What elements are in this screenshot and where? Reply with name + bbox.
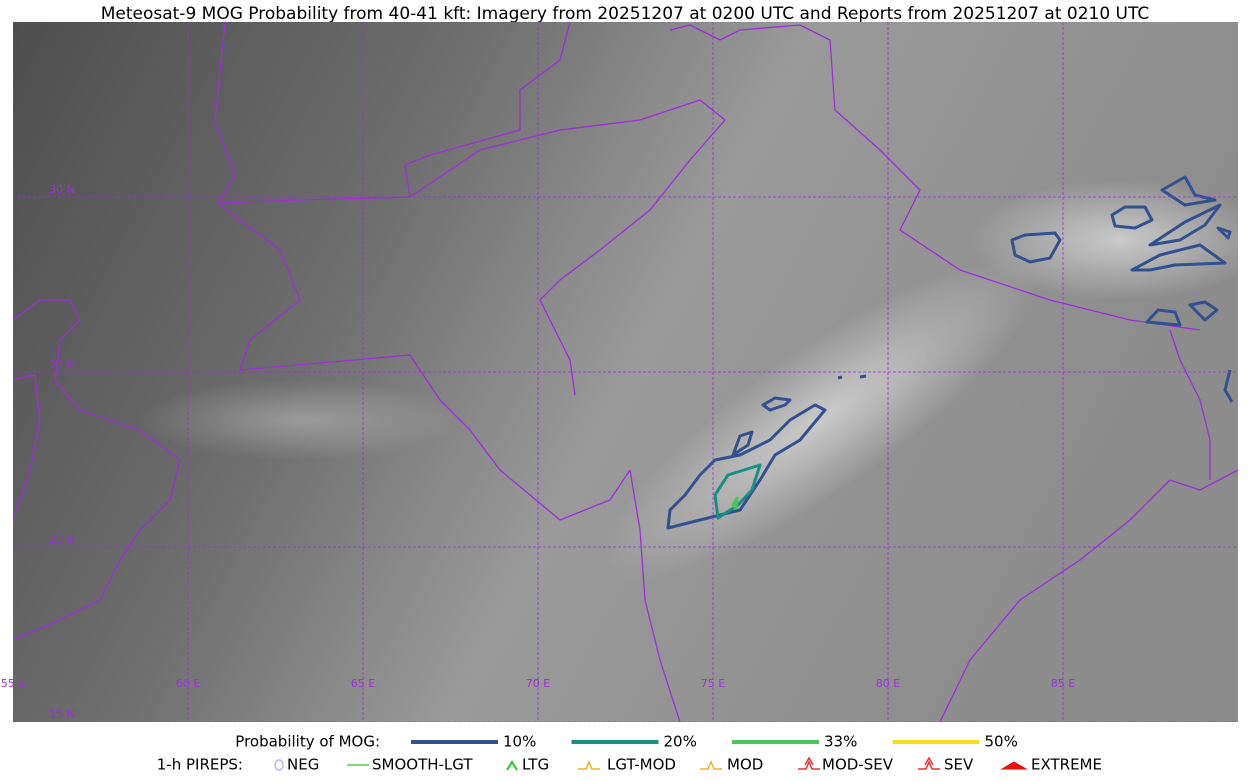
graticule	[13, 22, 1238, 722]
lat-label: 25 N	[49, 358, 75, 371]
lon-label: 80 E	[876, 677, 900, 690]
legend-label: MOD-SEV	[822, 756, 894, 774]
lon-label: 65 E	[351, 677, 375, 690]
cloud-band	[140, 380, 460, 460]
icon	[1000, 761, 1028, 770]
graticule-labels: 30 N 25 N 20 N 15 N 55 E 60 E 65 E 70 E 75 E 80 E…	[1, 183, 1075, 721]
legend-label: EXTREME	[1031, 756, 1102, 774]
lon-label: 75 E	[701, 677, 725, 690]
cloud-band	[603, 260, 1037, 580]
legend-label: LTG	[522, 756, 549, 774]
icon	[700, 760, 722, 770]
legend-label: 33%	[824, 733, 857, 751]
icon	[578, 760, 600, 770]
legend-label: SEV	[944, 756, 974, 774]
legend-icon	[700, 760, 722, 770]
lon-label: 70 E	[526, 677, 550, 690]
legend-icon	[1000, 761, 1028, 770]
legend-title: 1-h PIREPS:	[157, 756, 243, 774]
title: Meteosat-9 MOG Probability from 40-41 kf…	[101, 4, 1150, 24]
legend: Probability of MOG: 1-h PIREPS: 10% 20% 33…	[157, 733, 1102, 774]
legend-label: LGT-MOD	[607, 756, 676, 774]
cloud-band	[970, 180, 1238, 300]
legend-icon	[506, 760, 518, 771]
legend-label: 20%	[664, 733, 697, 751]
map	[13, 22, 1238, 722]
legend-label: NEG	[287, 756, 319, 774]
legend-icon	[798, 756, 820, 770]
legend-label: 10%	[503, 733, 536, 751]
lat-label: 15 N	[49, 708, 75, 721]
legend-label: MOD	[727, 756, 763, 774]
legend-label: SMOOTH-LGT	[372, 756, 473, 774]
lon-label: 55 E	[1, 677, 25, 690]
legend-title: Probability of MOG:	[235, 733, 380, 751]
borders	[13, 22, 1238, 722]
lat-label: 30 N	[49, 183, 75, 196]
lat-label: 20 N	[49, 533, 75, 546]
icon	[918, 756, 940, 770]
icon	[506, 760, 518, 771]
legend-icon	[578, 760, 600, 770]
lon-label: 60 E	[176, 677, 200, 690]
legend-label: 50%	[985, 733, 1018, 751]
legend-icon	[274, 759, 284, 771]
icon	[798, 756, 820, 770]
lon-label: 85 E	[1051, 677, 1075, 690]
icon	[274, 759, 284, 771]
legend-icon	[918, 756, 940, 770]
contours	[666, 175, 1234, 530]
